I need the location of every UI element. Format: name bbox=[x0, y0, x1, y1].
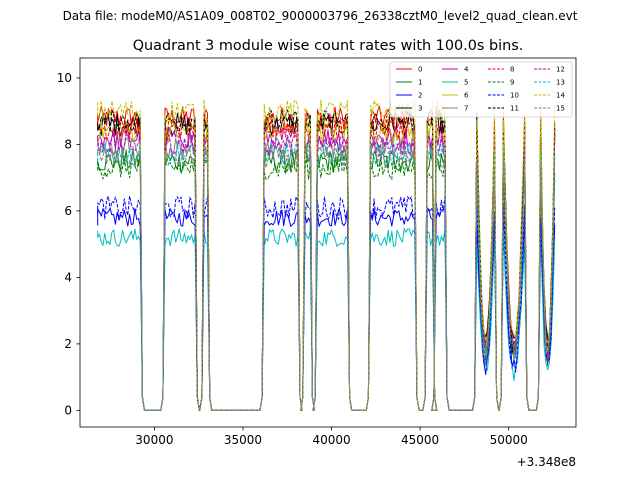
y-tick-label: 8 bbox=[64, 138, 72, 152]
legend-label-10: 10 bbox=[510, 92, 519, 100]
legend-label-6: 6 bbox=[464, 92, 469, 100]
series-line-2 bbox=[97, 208, 556, 411]
x-offset-label: +3.348e8 bbox=[517, 455, 576, 469]
x-tick-label: 30000 bbox=[135, 433, 173, 447]
legend-label-14: 14 bbox=[556, 92, 565, 100]
y-tick-label: 2 bbox=[64, 337, 72, 351]
legend-label-15: 15 bbox=[556, 105, 565, 113]
series-layer bbox=[97, 99, 556, 411]
y-axis: 0 2 4 6 8 10 bbox=[57, 71, 80, 418]
legend-label-7: 7 bbox=[464, 105, 468, 113]
x-tick-label: 45000 bbox=[401, 433, 439, 447]
legend-label-13: 13 bbox=[556, 79, 565, 87]
x-axis: 30000 35000 40000 45000 50000 bbox=[135, 427, 528, 447]
chart-title: Quadrant 3 module wise count rates with … bbox=[133, 38, 524, 54]
series-line-5 bbox=[97, 227, 556, 411]
series-line-10 bbox=[97, 195, 556, 411]
legend-label-3: 3 bbox=[418, 105, 422, 113]
legend-label-11: 11 bbox=[510, 105, 519, 113]
legend-label-1: 1 bbox=[418, 79, 422, 87]
legend-label-5: 5 bbox=[464, 79, 468, 87]
legend-label-4: 4 bbox=[464, 66, 469, 74]
legend-label-0: 0 bbox=[418, 66, 422, 74]
x-tick-label: 35000 bbox=[224, 433, 262, 447]
series-line-15 bbox=[97, 145, 556, 411]
plot-frame bbox=[79, 57, 577, 428]
data-file-suptitle: Data file: modeM0/AS1A09_008T02_90000037… bbox=[63, 9, 578, 23]
x-tick-label: 50000 bbox=[490, 433, 528, 447]
x-tick-label: 40000 bbox=[312, 433, 350, 447]
legend-box bbox=[389, 61, 573, 118]
y-tick-label: 10 bbox=[57, 71, 72, 85]
legend-label-2: 2 bbox=[418, 92, 422, 100]
y-tick-label: 4 bbox=[64, 271, 72, 285]
legend-label-8: 8 bbox=[510, 66, 514, 74]
legend-label-12: 12 bbox=[556, 66, 565, 74]
y-tick-label: 0 bbox=[64, 404, 72, 418]
legend-label-9: 9 bbox=[510, 79, 514, 87]
y-tick-label: 6 bbox=[64, 204, 72, 218]
series-line-13 bbox=[97, 142, 556, 411]
series-line-9 bbox=[97, 155, 556, 411]
